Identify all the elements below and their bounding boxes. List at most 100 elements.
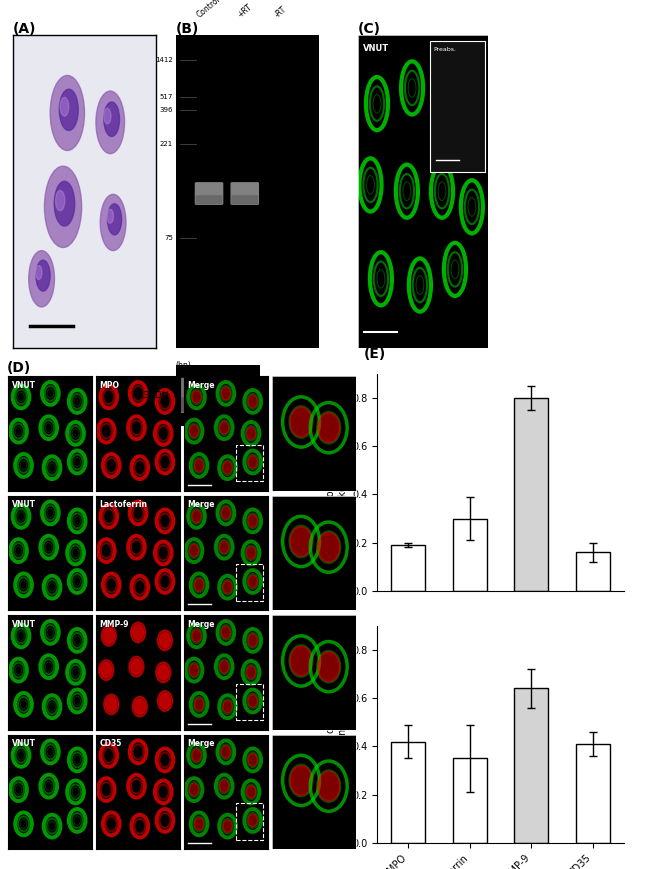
Circle shape xyxy=(248,634,257,647)
Circle shape xyxy=(36,260,50,291)
Y-axis label: Colocalization coefficient M2
(VNUT/ marker): Colocalization coefficient M2 (VNUT/ mar… xyxy=(326,665,348,804)
Circle shape xyxy=(44,166,82,248)
Circle shape xyxy=(107,204,122,235)
Circle shape xyxy=(220,660,229,673)
Circle shape xyxy=(135,700,145,714)
Y-axis label: Colocalization coefficient M1
(marker/ VNUT): Colocalization coefficient M1 (marker/ V… xyxy=(326,413,348,552)
FancyBboxPatch shape xyxy=(231,182,259,205)
Text: (B): (B) xyxy=(176,22,199,36)
Text: VNUT: VNUT xyxy=(12,620,36,629)
Circle shape xyxy=(106,697,117,712)
Bar xyxy=(236,684,263,720)
Bar xyxy=(514,688,549,843)
Bar xyxy=(391,741,425,843)
Bar xyxy=(430,41,485,172)
Text: Control: Control xyxy=(196,0,222,19)
Circle shape xyxy=(194,698,203,711)
Circle shape xyxy=(157,630,172,651)
Circle shape xyxy=(192,749,201,761)
Circle shape xyxy=(158,665,169,680)
Bar xyxy=(452,519,487,591)
Circle shape xyxy=(290,766,312,795)
FancyBboxPatch shape xyxy=(196,196,222,204)
Circle shape xyxy=(223,580,232,594)
Circle shape xyxy=(220,779,229,793)
Text: Merge: Merge xyxy=(187,381,214,390)
Circle shape xyxy=(107,209,114,223)
Circle shape xyxy=(290,647,312,676)
Circle shape xyxy=(290,527,312,556)
Circle shape xyxy=(223,700,232,713)
Circle shape xyxy=(99,660,114,680)
Circle shape xyxy=(132,696,148,717)
Circle shape xyxy=(189,544,199,557)
Text: (C): (C) xyxy=(358,22,380,36)
Circle shape xyxy=(290,408,312,437)
Circle shape xyxy=(248,694,257,707)
Text: 221: 221 xyxy=(160,142,174,147)
FancyBboxPatch shape xyxy=(195,182,224,205)
Circle shape xyxy=(29,250,55,307)
Circle shape xyxy=(221,507,231,519)
Circle shape xyxy=(192,629,201,642)
Circle shape xyxy=(223,461,232,474)
Circle shape xyxy=(246,786,255,798)
Text: ◄: ◄ xyxy=(306,189,318,203)
Circle shape xyxy=(104,109,111,124)
Circle shape xyxy=(248,753,257,766)
Circle shape xyxy=(223,819,232,833)
Text: (A): (A) xyxy=(13,22,36,36)
Text: -RT: -RT xyxy=(273,4,288,19)
Bar xyxy=(576,553,610,591)
Text: VNUT: VNUT xyxy=(363,44,389,53)
Text: (D): (D) xyxy=(6,361,31,375)
Circle shape xyxy=(246,428,255,440)
Text: 1412: 1412 xyxy=(155,56,174,63)
Bar xyxy=(236,803,263,839)
Circle shape xyxy=(189,664,199,676)
Text: Preabs.: Preabs. xyxy=(433,47,456,52)
Circle shape xyxy=(194,818,203,830)
Text: MMP-9: MMP-9 xyxy=(99,620,129,629)
Circle shape xyxy=(246,547,255,559)
Text: (bp): (bp) xyxy=(176,361,191,369)
Circle shape xyxy=(248,455,257,468)
Circle shape xyxy=(60,97,69,116)
Text: VNUT: VNUT xyxy=(12,740,36,748)
Circle shape xyxy=(55,190,65,210)
Circle shape xyxy=(221,387,231,400)
Circle shape xyxy=(156,662,171,683)
Circle shape xyxy=(159,633,170,647)
Circle shape xyxy=(248,575,257,587)
Text: VNUT: VNUT xyxy=(12,501,36,509)
Circle shape xyxy=(54,182,75,226)
FancyBboxPatch shape xyxy=(231,196,258,204)
Circle shape xyxy=(194,459,203,472)
Circle shape xyxy=(103,628,114,643)
Circle shape xyxy=(192,510,201,522)
Circle shape xyxy=(248,395,257,408)
Circle shape xyxy=(318,413,339,442)
Circle shape xyxy=(220,541,229,554)
Circle shape xyxy=(36,266,42,280)
Circle shape xyxy=(100,195,126,250)
Circle shape xyxy=(104,102,120,136)
Circle shape xyxy=(318,652,339,681)
Circle shape xyxy=(101,626,116,647)
Text: 75: 75 xyxy=(164,235,174,241)
Bar xyxy=(452,759,487,843)
Text: 517: 517 xyxy=(160,95,174,100)
Circle shape xyxy=(189,783,199,796)
Text: Lactoferrin: Lactoferrin xyxy=(99,501,148,509)
Circle shape xyxy=(318,533,339,562)
Circle shape xyxy=(157,691,172,711)
Bar xyxy=(514,398,549,591)
FancyBboxPatch shape xyxy=(178,397,228,412)
Circle shape xyxy=(248,514,257,527)
Circle shape xyxy=(159,693,170,708)
Circle shape xyxy=(189,425,199,437)
Circle shape xyxy=(104,694,119,714)
Circle shape xyxy=(246,667,255,679)
Circle shape xyxy=(96,91,125,154)
Text: VNUT: VNUT xyxy=(12,381,36,390)
